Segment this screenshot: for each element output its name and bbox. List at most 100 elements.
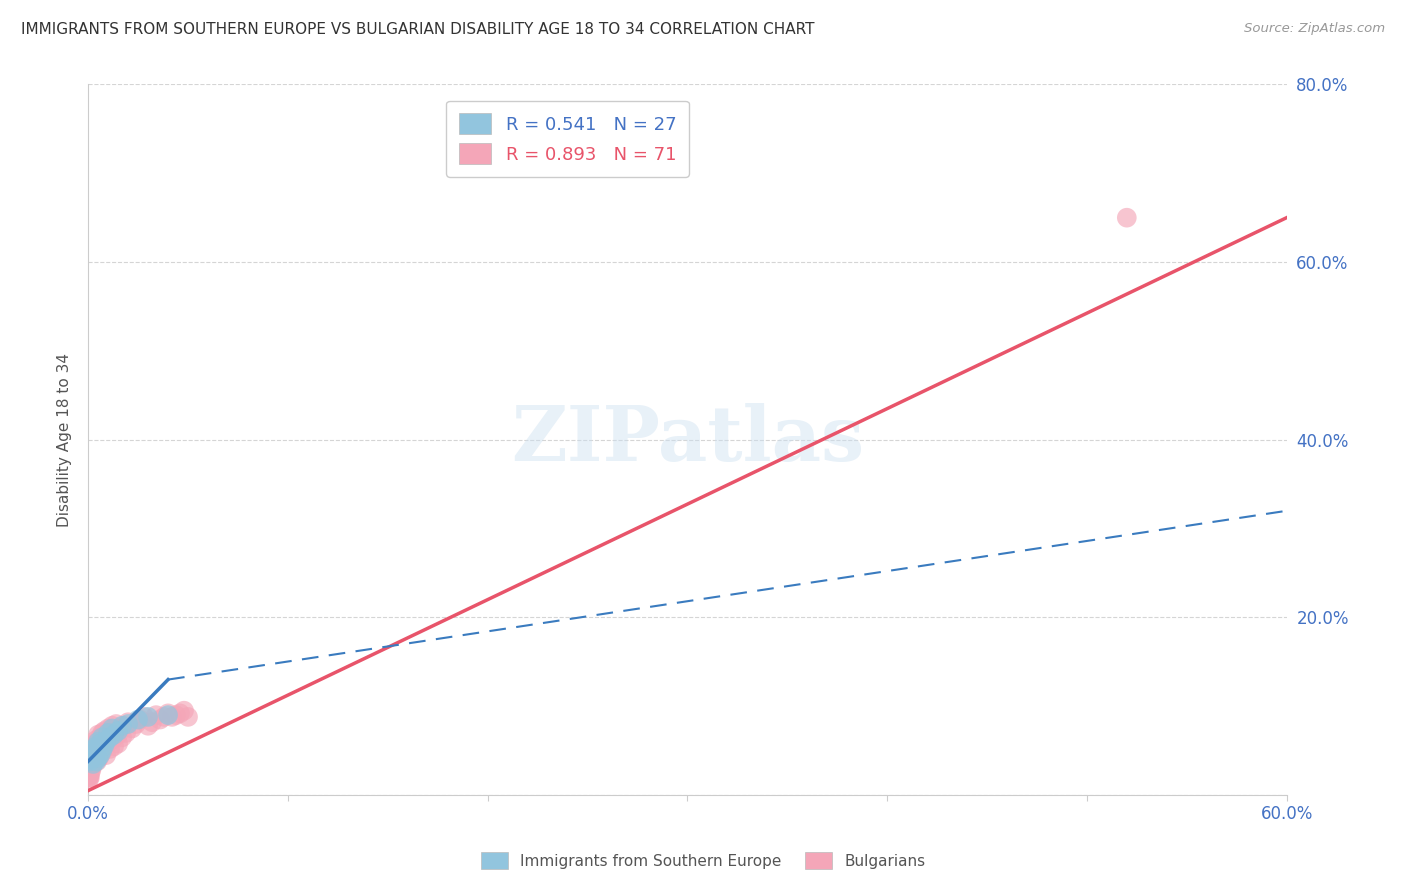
Point: [129, 713, 152, 727]
Point: [77, 761, 100, 775]
Point: [136, 710, 159, 724]
Point: [103, 724, 125, 739]
Point: [125, 717, 148, 731]
Point: [111, 731, 134, 745]
Point: [132, 710, 155, 724]
Point: [145, 708, 167, 723]
Text: Source: ZipAtlas.com: Source: ZipAtlas.com: [1244, 22, 1385, 36]
Point: [103, 728, 125, 742]
Point: [117, 717, 139, 731]
Point: [98, 726, 121, 740]
Point: [77, 752, 100, 766]
Point: [1115, 211, 1137, 225]
Point: [80, 761, 103, 775]
Point: [157, 708, 180, 723]
Point: [83, 752, 105, 766]
Point: [79, 756, 101, 771]
Point: [101, 733, 124, 747]
Point: [82, 751, 104, 765]
Point: [94, 728, 117, 742]
Legend: R = 0.541   N = 27, R = 0.893   N = 71: R = 0.541 N = 27, R = 0.893 N = 71: [446, 101, 689, 177]
Point: [98, 742, 121, 756]
Point: [89, 731, 111, 745]
Point: [80, 751, 103, 765]
Point: [82, 746, 104, 760]
Point: [79, 768, 101, 782]
Text: ZIPatlas: ZIPatlas: [510, 403, 863, 476]
Point: [79, 765, 101, 780]
Point: [94, 748, 117, 763]
Text: IMMIGRANTS FROM SOUTHERN EUROPE VS BULGARIAN DISABILITY AGE 18 TO 34 CORRELATION: IMMIGRANTS FROM SOUTHERN EUROPE VS BULGA…: [21, 22, 814, 37]
Point: [87, 739, 110, 754]
Point: [84, 754, 107, 768]
Point: [86, 754, 108, 768]
Point: [80, 748, 103, 763]
Point: [87, 735, 110, 749]
Point: [79, 770, 101, 784]
Point: [87, 728, 110, 742]
Point: [82, 751, 104, 765]
Point: [84, 737, 107, 751]
Point: [97, 722, 120, 736]
Point: [79, 759, 101, 773]
Point: [77, 765, 100, 780]
Point: [79, 754, 101, 768]
Point: [141, 715, 163, 730]
Point: [173, 704, 195, 718]
Point: [91, 746, 114, 760]
Point: [91, 744, 114, 758]
Y-axis label: Disability Age 18 to 34: Disability Age 18 to 34: [58, 352, 72, 527]
Point: [97, 726, 120, 740]
Point: [89, 751, 111, 765]
Point: [83, 744, 105, 758]
Point: [89, 742, 111, 756]
Point: [98, 731, 121, 745]
Point: [80, 754, 103, 768]
Point: [89, 737, 111, 751]
Point: [93, 737, 115, 751]
Point: [93, 724, 115, 739]
Point: [80, 763, 103, 777]
Point: [121, 722, 143, 736]
Point: [101, 719, 124, 733]
Point: [103, 739, 125, 754]
Point: [77, 770, 100, 784]
Point: [160, 710, 183, 724]
Point: [84, 739, 107, 754]
Point: [127, 713, 149, 727]
Point: [94, 735, 117, 749]
Legend: Immigrants from Southern Europe, Bulgarians: Immigrants from Southern Europe, Bulgari…: [474, 846, 932, 875]
Point: [79, 754, 101, 768]
Point: [107, 724, 129, 739]
Point: [83, 746, 105, 760]
Point: [107, 728, 129, 742]
Point: [101, 722, 124, 736]
Point: [87, 751, 110, 765]
Point: [77, 768, 100, 782]
Point: [93, 739, 115, 754]
Point: [91, 731, 114, 745]
Point: [91, 726, 114, 740]
Point: [79, 763, 101, 777]
Point: [105, 717, 128, 731]
Point: [77, 772, 100, 786]
Point: [112, 719, 135, 733]
Point: [177, 710, 200, 724]
Point: [136, 719, 159, 733]
Point: [84, 733, 107, 747]
Point: [80, 748, 103, 763]
Point: [83, 742, 105, 756]
Point: [82, 756, 104, 771]
Point: [169, 706, 191, 721]
Point: [117, 715, 139, 730]
Point: [111, 719, 134, 733]
Point: [89, 748, 111, 763]
Point: [165, 708, 187, 723]
Point: [108, 722, 131, 736]
Point: [153, 710, 176, 724]
Point: [157, 706, 180, 721]
Point: [82, 759, 104, 773]
Point: [149, 713, 172, 727]
Point: [80, 756, 103, 771]
Point: [97, 735, 120, 749]
